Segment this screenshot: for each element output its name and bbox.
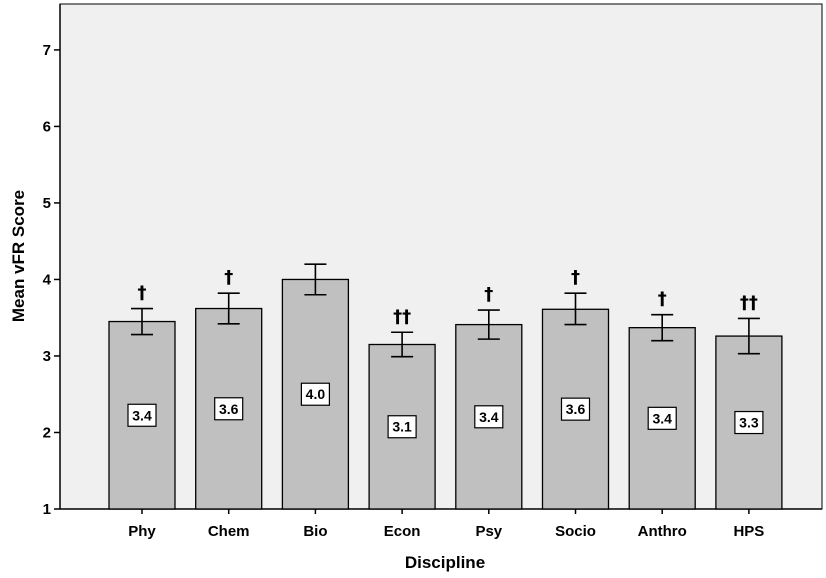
data-label-box [647,406,677,430]
x-axis-ticks: Phy Chem Bio Econ Psy Socio Anthro HPS [128,509,764,540]
data-label-box [474,405,504,429]
x-tick-label: Socio [555,523,596,540]
x-axis-title: Discipline [405,553,485,572]
y-tick-label: 2 [43,424,51,441]
data-label-box [560,397,591,421]
data-label: 3.4 [652,410,672,426]
significance-marker: † [571,267,580,288]
data-label-box [214,397,244,421]
x-tick-label: Chem [208,523,250,540]
data-label: 3.3 [739,415,759,431]
significance-marker: † [658,289,667,310]
x-tick-label: Anthro [638,523,687,540]
y-tick-label: 6 [43,118,51,135]
y-tick-label: 1 [43,501,51,518]
data-label: 3.4 [479,409,499,425]
x-tick-label: Bio [303,523,327,540]
data-label-box [387,415,417,439]
x-tick-label: Econ [384,523,421,540]
y-tick-label: 3 [43,348,51,365]
data-label: 3.6 [219,401,239,417]
data-label-box [127,403,157,427]
x-tick-label: HPS [733,523,764,540]
significance-marker: †† [393,306,411,327]
y-axis-title: Mean vFR Score [9,190,28,322]
y-axis-ticks: 1 2 3 4 5 6 7 [43,42,60,518]
x-tick-label: Psy [475,523,502,540]
y-tick-label: 5 [43,195,51,212]
y-tick-label: 7 [43,42,51,59]
data-label: 3.4 [132,407,152,423]
data-label-box [300,382,330,406]
data-label: 3.1 [392,419,412,435]
significance-marker: † [224,267,233,288]
significance-marker: †† [740,292,758,313]
significance-marker: † [484,284,493,305]
data-label: 3.6 [566,401,586,417]
y-tick-label: 4 [43,271,52,288]
bars: 3.4 † 3.6 † 4.0 3.1 †† 3.4 † 3.6 † 3.4 † 3.3 †† [108,263,783,510]
significance-marker: † [138,283,147,304]
data-label: 4.0 [306,386,326,402]
x-tick-label: Phy [128,523,156,540]
data-label-box [734,410,764,435]
